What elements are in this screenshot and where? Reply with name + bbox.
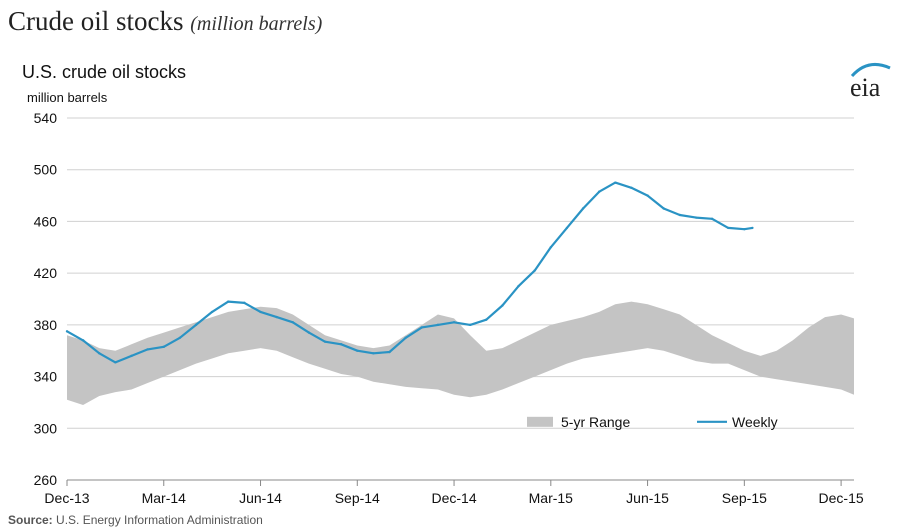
y-tick-label: 500: [34, 162, 58, 178]
source-label: Source:: [8, 513, 53, 527]
weekly-point: [243, 301, 246, 305]
weekly-point: [81, 339, 85, 342]
y-axis-unit-label: million barrels: [27, 90, 108, 105]
weekly-point: [114, 361, 117, 364]
weekly-point: [710, 217, 714, 221]
page-title-text: Crude oil stocks: [8, 6, 184, 36]
weekly-point: [162, 345, 165, 349]
x-tick-label: Jun-15: [626, 490, 669, 506]
eia-logo-swoosh: [850, 62, 891, 78]
weekly-point: [436, 323, 440, 327]
weekly-point: [468, 323, 472, 327]
source-text: U.S. Energy Information Administration: [56, 513, 263, 527]
weekly-point: [210, 310, 214, 314]
weekly-point: [356, 349, 359, 352]
weekly-point: [485, 318, 488, 321]
legend-label-weekly: Weekly: [732, 414, 778, 430]
y-tick-label: 420: [34, 265, 58, 281]
weekly-point: [65, 330, 69, 333]
weekly-point: [517, 284, 520, 288]
weekly-point: [662, 207, 665, 210]
weekly-point: [323, 340, 327, 343]
x-tick-label: Jun-14: [239, 490, 282, 506]
x-tick-label: Dec-13: [44, 490, 89, 506]
weekly-point: [194, 323, 198, 327]
weekly-point: [130, 354, 133, 358]
x-tick-label: Dec-14: [431, 490, 476, 506]
weekly-point: [307, 331, 311, 334]
weekly-point: [98, 352, 101, 355]
weekly-point: [549, 246, 553, 249]
eia-logo-icon: eia: [850, 62, 891, 102]
x-tick-label: Mar-15: [529, 490, 574, 506]
y-tick-label: 260: [34, 472, 58, 488]
y-tick-label: 340: [34, 369, 58, 385]
weekly-point: [420, 326, 423, 329]
x-tick-label: Sep-14: [335, 490, 380, 506]
weekly-point: [678, 213, 682, 217]
weekly-point: [275, 315, 278, 319]
weekly-point: [694, 216, 698, 219]
weekly-point: [388, 350, 391, 354]
weekly-point: [565, 226, 569, 230]
weekly-line: [66, 181, 753, 364]
weekly-point: [372, 352, 375, 355]
page-title: Crude oil stocks (million barrels): [8, 6, 322, 37]
weekly-point: [597, 190, 601, 193]
weekly-point: [646, 194, 649, 197]
x-tick-label: Sep-15: [722, 490, 767, 506]
source-note: Source: U.S. Energy Information Administ…: [8, 513, 263, 527]
y-tick-label: 380: [34, 317, 58, 333]
range-band: [67, 301, 854, 405]
y-tick-label: 540: [34, 110, 58, 126]
weekly-point: [743, 227, 746, 231]
weekly-point: [259, 310, 262, 314]
x-tick-label: Dec-15: [819, 490, 864, 506]
y-tick-label: 300: [34, 420, 58, 436]
weekly-point: [630, 186, 633, 190]
weekly-point: [501, 304, 504, 307]
weekly-point: [452, 321, 456, 324]
weekly-point: [614, 181, 617, 184]
x-tick-label: Mar-14: [142, 490, 187, 506]
page-subtitle: (million barrels): [190, 13, 323, 35]
weekly-point: [339, 343, 343, 346]
weekly-point: [581, 207, 585, 210]
eia-logo-text: eia: [850, 73, 881, 102]
legend-swatch-range: [527, 416, 553, 427]
weekly-point: [751, 226, 754, 230]
weekly-point: [178, 336, 182, 339]
weekly-point: [227, 300, 230, 303]
weekly-point: [146, 348, 149, 351]
weekly-point: [533, 269, 536, 272]
weekly-point: [727, 226, 730, 230]
y-tick-label: 460: [34, 213, 58, 229]
weekly-point: [291, 321, 294, 324]
weekly-point: [404, 336, 407, 339]
chart-title: U.S. crude oil stocks: [22, 62, 187, 82]
legend-label-range: 5-yr Range: [561, 414, 630, 430]
